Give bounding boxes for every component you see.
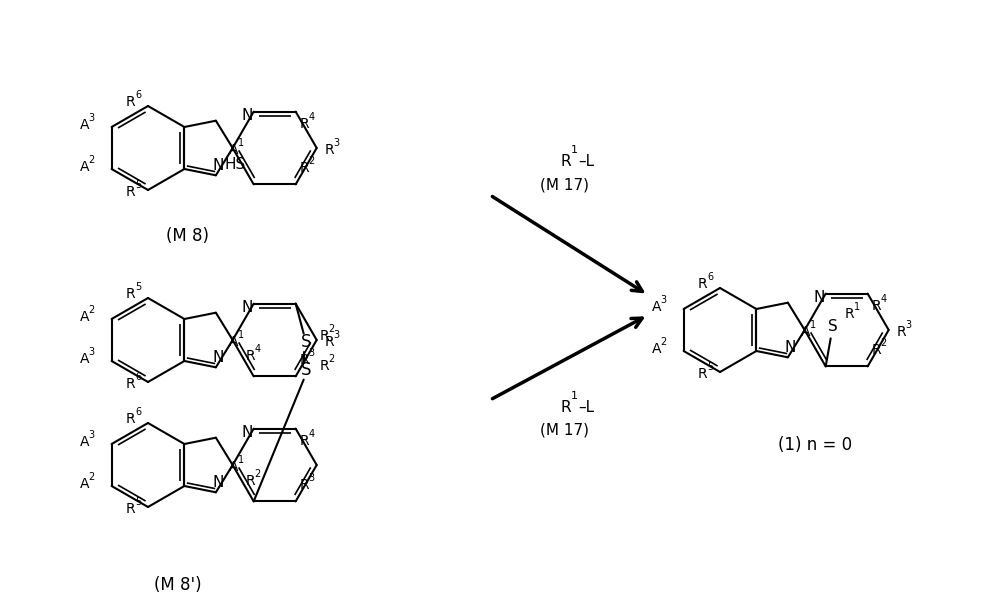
Text: R: R — [300, 162, 310, 175]
Text: R: R — [872, 299, 881, 313]
Text: A: A — [229, 335, 238, 349]
Text: R: R — [698, 367, 707, 381]
Text: 2: 2 — [329, 353, 335, 364]
Text: A: A — [80, 118, 89, 132]
Text: 2: 2 — [89, 305, 95, 315]
Text: (1) n = 0: (1) n = 0 — [778, 436, 852, 454]
Text: 2: 2 — [255, 469, 261, 480]
Text: 1: 1 — [571, 391, 578, 401]
Text: R: R — [126, 185, 136, 199]
Text: 3: 3 — [89, 430, 95, 440]
Text: A: A — [80, 435, 89, 449]
Text: N: N — [212, 158, 224, 173]
Text: N: N — [242, 425, 254, 440]
Text: R: R — [325, 143, 335, 157]
Text: A: A — [800, 325, 810, 339]
Text: A: A — [651, 300, 661, 314]
Text: 2: 2 — [660, 337, 667, 347]
Text: HS: HS — [225, 157, 246, 172]
Text: R: R — [300, 117, 310, 130]
Text: 4: 4 — [255, 344, 261, 355]
Text: S: S — [301, 361, 311, 379]
Text: A: A — [229, 143, 238, 157]
Text: 6: 6 — [135, 90, 141, 100]
Text: 5: 5 — [135, 180, 141, 190]
Text: R: R — [897, 325, 906, 339]
Text: –L: –L — [578, 154, 594, 169]
Text: R: R — [126, 412, 136, 426]
Text: 1: 1 — [238, 138, 244, 148]
Text: A: A — [80, 352, 89, 366]
Text: R: R — [872, 343, 881, 358]
Text: R: R — [246, 349, 256, 364]
Text: 2: 2 — [881, 338, 887, 349]
Text: 6: 6 — [707, 272, 713, 282]
Text: 3: 3 — [334, 138, 340, 148]
Text: R: R — [325, 335, 335, 349]
Text: 1: 1 — [809, 320, 816, 330]
Text: A: A — [80, 310, 89, 324]
Text: S: S — [828, 319, 837, 334]
Text: R: R — [698, 277, 707, 291]
Text: N: N — [242, 108, 254, 123]
Text: 6: 6 — [135, 407, 141, 417]
Text: R: R — [126, 287, 136, 301]
Text: 1: 1 — [854, 302, 860, 313]
Text: R: R — [560, 400, 570, 415]
Text: 3: 3 — [309, 349, 315, 358]
Text: 2: 2 — [89, 155, 95, 165]
Text: R: R — [560, 154, 570, 169]
Text: 3: 3 — [89, 113, 95, 123]
Text: R: R — [320, 359, 330, 373]
Text: N: N — [212, 475, 224, 490]
Text: 4: 4 — [881, 294, 887, 304]
Text: 3: 3 — [89, 347, 95, 357]
Text: 5: 5 — [135, 497, 141, 507]
Text: N: N — [784, 340, 795, 355]
Text: R: R — [246, 474, 256, 489]
Text: R: R — [300, 434, 310, 448]
Text: R: R — [126, 377, 136, 391]
Text: 1: 1 — [571, 145, 578, 155]
Text: R: R — [126, 95, 136, 109]
Text: R: R — [126, 502, 136, 516]
Text: N: N — [212, 350, 224, 365]
Text: R: R — [300, 353, 310, 367]
Text: (M 8'): (M 8') — [154, 576, 202, 594]
Text: 4: 4 — [309, 429, 315, 439]
Text: A: A — [80, 160, 89, 174]
Text: A: A — [651, 342, 661, 356]
Text: R: R — [300, 478, 310, 492]
Text: S: S — [301, 332, 311, 350]
Text: 1: 1 — [238, 455, 244, 465]
Text: 2: 2 — [89, 472, 95, 482]
Text: (M 17): (M 17) — [540, 177, 589, 192]
Text: 6: 6 — [135, 372, 141, 382]
Text: 2: 2 — [309, 156, 315, 166]
Text: N: N — [814, 290, 825, 305]
Text: 3: 3 — [660, 295, 666, 305]
Text: N: N — [242, 300, 254, 315]
Text: A: A — [229, 460, 238, 474]
Text: A: A — [80, 477, 89, 491]
Text: 4: 4 — [309, 112, 315, 121]
Text: 1: 1 — [238, 330, 244, 340]
Text: 3: 3 — [309, 474, 315, 483]
Text: 5: 5 — [135, 282, 141, 292]
Text: –L: –L — [578, 400, 594, 415]
Text: 5: 5 — [707, 362, 713, 372]
Text: 3: 3 — [906, 320, 912, 330]
Text: 3: 3 — [334, 330, 340, 340]
Text: (M 8): (M 8) — [167, 227, 210, 245]
Text: R: R — [845, 307, 854, 322]
Text: (M 17): (M 17) — [540, 423, 589, 438]
Text: R: R — [320, 329, 330, 343]
Text: 2: 2 — [329, 323, 335, 334]
